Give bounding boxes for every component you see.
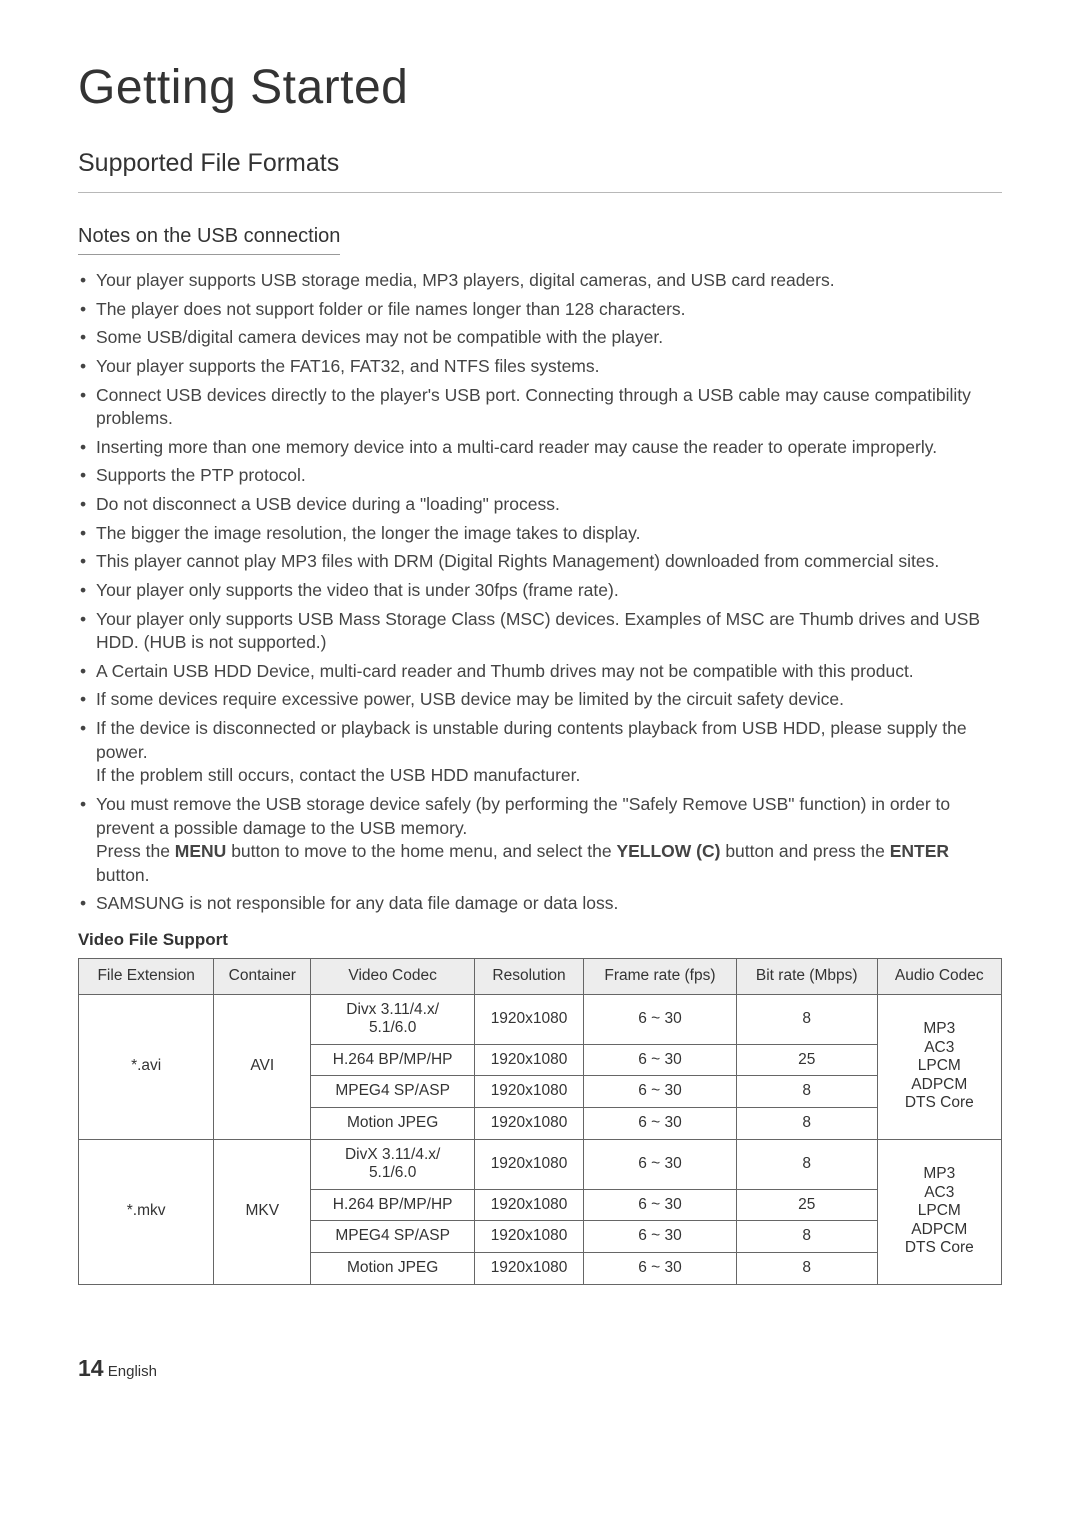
table-row: *.mkvMKVDivX 3.11/4.x/5.1/6.01920x10806 … — [79, 1139, 1002, 1189]
note-item: Do not disconnect a USB device during a … — [78, 493, 1002, 517]
cell-resolution: 1920x1080 — [475, 1189, 584, 1221]
cell-resolution: 1920x1080 — [475, 994, 584, 1044]
cell-audio-codec: MP3AC3LPCMADPCMDTS Core — [877, 994, 1001, 1139]
page-root: Getting Started Supported File Formats N… — [0, 0, 1080, 1422]
cell-resolution: 1920x1080 — [475, 1076, 584, 1108]
table-header-cell: Container — [214, 959, 311, 995]
cell-container: AVI — [214, 994, 311, 1139]
table-header-row: File ExtensionContainerVideo CodecResolu… — [79, 959, 1002, 995]
cell-resolution: 1920x1080 — [475, 1252, 584, 1284]
note-item: A Certain USB HDD Device, multi-card rea… — [78, 660, 1002, 684]
note-item: The player does not support folder or fi… — [78, 298, 1002, 322]
table-header-cell: Bit rate (Mbps) — [736, 959, 877, 995]
cell-bit-rate: 8 — [736, 1107, 877, 1139]
cell-bit-rate: 8 — [736, 1252, 877, 1284]
cell-resolution: 1920x1080 — [475, 1139, 584, 1189]
page-footer: 14 English — [78, 1355, 1002, 1382]
cell-frame-rate: 6 ~ 30 — [584, 1044, 737, 1076]
cell-bit-rate: 25 — [736, 1044, 877, 1076]
cell-frame-rate: 6 ~ 30 — [584, 1252, 737, 1284]
cell-bit-rate: 8 — [736, 994, 877, 1044]
table-title: Video File Support — [78, 930, 1002, 950]
cell-video-codec: Motion JPEG — [311, 1107, 475, 1139]
cell-frame-rate: 6 ~ 30 — [584, 1221, 737, 1253]
page-language: English — [108, 1363, 157, 1380]
page-title: Getting Started — [78, 60, 1002, 115]
page-number: 14 — [78, 1355, 104, 1381]
cell-bit-rate: 25 — [736, 1189, 877, 1221]
cell-video-codec: H.264 BP/MP/HP — [311, 1044, 475, 1076]
cell-frame-rate: 6 ~ 30 — [584, 1139, 737, 1189]
note-item: If some devices require excessive power,… — [78, 688, 1002, 712]
cell-resolution: 1920x1080 — [475, 1221, 584, 1253]
note-item: The bigger the image resolution, the lon… — [78, 522, 1002, 546]
table-header-cell: Resolution — [475, 959, 584, 995]
note-item: Connect USB devices directly to the play… — [78, 384, 1002, 431]
note-item: Your player only supports the video that… — [78, 579, 1002, 603]
cell-frame-rate: 6 ~ 30 — [584, 1076, 737, 1108]
note-item: If the device is disconnected or playbac… — [78, 717, 1002, 788]
cell-bit-rate: 8 — [736, 1221, 877, 1253]
cell-video-codec: H.264 BP/MP/HP — [311, 1189, 475, 1221]
section-title: Supported File Formats — [78, 149, 1002, 193]
notes-list: Your player supports USB storage media, … — [78, 269, 1002, 916]
subsection-title: Notes on the USB connection — [78, 225, 340, 255]
cell-resolution: 1920x1080 — [475, 1044, 584, 1076]
note-item: Your player only supports USB Mass Stora… — [78, 608, 1002, 655]
table-header-cell: File Extension — [79, 959, 214, 995]
cell-file-extension: *.avi — [79, 994, 214, 1139]
note-item: You must remove the USB storage device s… — [78, 793, 1002, 888]
cell-container: MKV — [214, 1139, 311, 1284]
cell-audio-codec: MP3AC3LPCMADPCMDTS Core — [877, 1139, 1001, 1284]
note-item: Your player supports the FAT16, FAT32, a… — [78, 355, 1002, 379]
cell-video-codec: Divx 3.11/4.x/5.1/6.0 — [311, 994, 475, 1044]
cell-resolution: 1920x1080 — [475, 1107, 584, 1139]
note-item: SAMSUNG is not responsible for any data … — [78, 892, 1002, 916]
cell-bit-rate: 8 — [736, 1139, 877, 1189]
cell-video-codec: Motion JPEG — [311, 1252, 475, 1284]
table-body: *.aviAVIDivx 3.11/4.x/5.1/6.01920x10806 … — [79, 994, 1002, 1284]
cell-frame-rate: 6 ~ 30 — [584, 1189, 737, 1221]
table-header-cell: Video Codec — [311, 959, 475, 995]
note-item: Your player supports USB storage media, … — [78, 269, 1002, 293]
cell-bit-rate: 8 — [736, 1076, 877, 1108]
cell-video-codec: MPEG4 SP/ASP — [311, 1076, 475, 1108]
cell-video-codec: MPEG4 SP/ASP — [311, 1221, 475, 1253]
cell-frame-rate: 6 ~ 30 — [584, 1107, 737, 1139]
cell-video-codec: DivX 3.11/4.x/5.1/6.0 — [311, 1139, 475, 1189]
cell-file-extension: *.mkv — [79, 1139, 214, 1284]
table-row: *.aviAVIDivx 3.11/4.x/5.1/6.01920x10806 … — [79, 994, 1002, 1044]
note-item: Inserting more than one memory device in… — [78, 436, 1002, 460]
note-item: Some USB/digital camera devices may not … — [78, 326, 1002, 350]
video-file-support-table: File ExtensionContainerVideo CodecResolu… — [78, 958, 1002, 1285]
note-item: This player cannot play MP3 files with D… — [78, 550, 1002, 574]
table-header-cell: Audio Codec — [877, 959, 1001, 995]
table-header-cell: Frame rate (fps) — [584, 959, 737, 995]
cell-frame-rate: 6 ~ 30 — [584, 994, 737, 1044]
note-item: Supports the PTP protocol. — [78, 464, 1002, 488]
